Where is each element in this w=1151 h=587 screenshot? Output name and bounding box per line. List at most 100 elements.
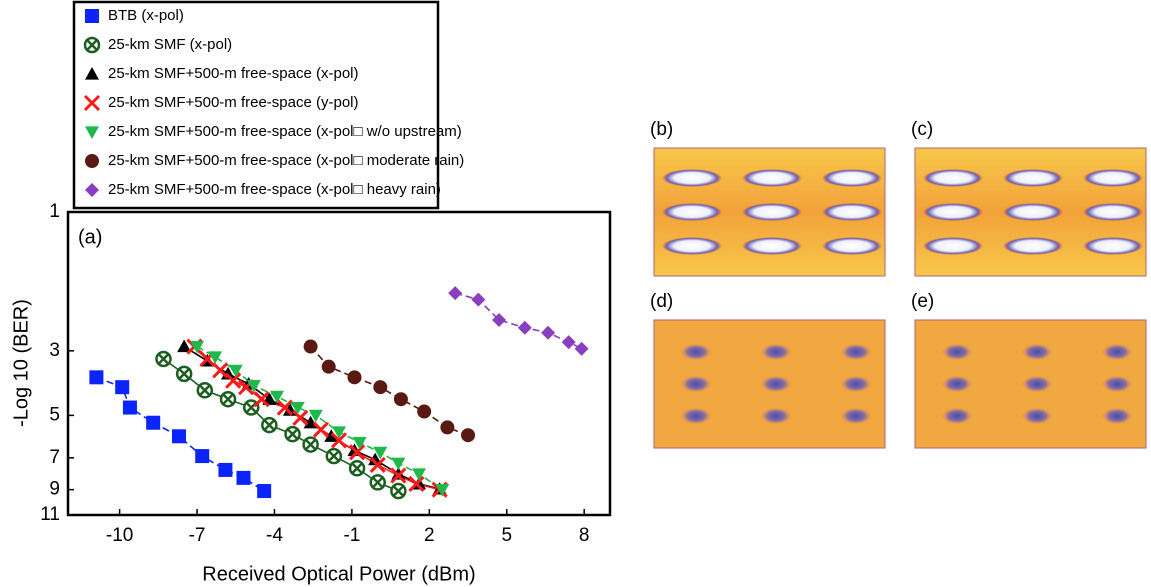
marker	[172, 429, 186, 443]
eye-opening	[760, 375, 792, 393]
eye-opening	[822, 169, 882, 187]
marker	[417, 405, 431, 419]
eye-opening	[1021, 343, 1053, 361]
legend-label: 25-km SMF+500-m free-space (x-pol□ w/o u…	[108, 123, 462, 140]
figure: (a) Received Optical Power (dBm) -Log 10…	[0, 0, 1151, 587]
marker	[461, 428, 475, 442]
marker	[221, 392, 235, 406]
marker	[391, 484, 405, 498]
marker	[257, 484, 271, 498]
eye-opening	[1003, 169, 1063, 187]
eye-opening	[662, 169, 722, 187]
marker	[575, 342, 589, 356]
eye-opening	[742, 203, 802, 221]
eye-opening	[923, 237, 983, 255]
marker	[286, 427, 300, 441]
eye-opening	[1101, 407, 1133, 425]
marker	[518, 321, 532, 335]
legend-marker	[85, 154, 99, 168]
marker	[322, 360, 336, 374]
marker	[115, 380, 129, 394]
eye-opening	[1021, 407, 1053, 425]
marker	[350, 461, 364, 475]
marker	[314, 423, 328, 437]
marker	[156, 352, 170, 366]
marker	[448, 286, 462, 300]
marker	[394, 392, 408, 406]
panel-label: (c)	[911, 119, 933, 140]
x-tick-label: -10	[106, 525, 133, 546]
x-axis-label: Received Optical Power (dBm)	[202, 563, 475, 585]
marker	[371, 475, 385, 489]
eye-opening	[822, 203, 882, 221]
marker	[195, 449, 209, 463]
y-tick-label: 5	[49, 404, 60, 425]
marker	[347, 370, 361, 384]
marker	[471, 293, 485, 307]
eye-opening	[1083, 169, 1143, 187]
eye-opening	[1003, 203, 1063, 221]
marker	[293, 411, 307, 425]
marker	[541, 326, 555, 340]
legend-label: 25-km SMF+500-m free-space (x-pol□ moder…	[108, 152, 464, 169]
marker	[412, 468, 426, 481]
marker	[146, 416, 160, 430]
eye-opening	[1021, 375, 1053, 393]
panel-label: (d)	[650, 291, 673, 312]
y-tick-label: 3	[49, 340, 60, 361]
eye-opening	[840, 407, 872, 425]
marker	[304, 340, 318, 354]
eye-opening	[840, 343, 872, 361]
eye-opening	[941, 343, 973, 361]
legend-marker	[85, 38, 99, 52]
eye-opening	[1003, 237, 1063, 255]
x-tick-label: -7	[189, 525, 206, 546]
legend-label: 25-km SMF+500-m free-space (x-pol)	[108, 65, 359, 82]
eye-opening	[1083, 237, 1143, 255]
eye-opening	[1083, 203, 1143, 221]
marker	[218, 463, 232, 477]
marker	[123, 401, 137, 415]
eye-opening	[662, 203, 722, 221]
eye-diagrams: (b) (c) (d) (e)	[650, 119, 1146, 448]
eye-opening	[941, 375, 973, 393]
x-tick-label: 5	[501, 525, 512, 546]
marker	[262, 418, 276, 432]
legend-label: 25-km SMF+500-m free-space (y-pol)	[108, 94, 359, 111]
legend-marker	[85, 9, 99, 23]
eye-opening	[742, 169, 802, 187]
legend-label: 25-km SMF (x-pol)	[108, 36, 232, 53]
marker	[89, 370, 103, 384]
y-tick-label: 9	[49, 479, 60, 500]
panel-label: (b)	[650, 119, 673, 140]
y-axis-label: -Log 10 (BER)	[10, 299, 32, 427]
eye-opening	[923, 203, 983, 221]
legend-label: BTB (x-pol)	[108, 7, 184, 24]
eye-opening	[760, 407, 792, 425]
eye-opening	[662, 237, 722, 255]
y-tick-label: 7	[49, 447, 60, 468]
eye-opening	[1101, 343, 1133, 361]
eye-opening	[822, 237, 882, 255]
marker	[177, 367, 191, 381]
marker	[373, 380, 387, 394]
x-tick-label: 8	[579, 525, 590, 546]
eye-opening	[680, 375, 712, 393]
x-tick-label: -4	[266, 525, 283, 546]
marker	[391, 458, 405, 471]
marker	[198, 383, 212, 397]
eye-opening	[1101, 375, 1133, 393]
panel-label: (e)	[911, 291, 934, 312]
eye-opening	[923, 169, 983, 187]
x-tick-label: -1	[343, 525, 360, 546]
eye-opening	[840, 375, 872, 393]
page: {"chart_data": { "type": "line", "xlabel…	[0, 0, 1151, 587]
eye-opening	[680, 343, 712, 361]
y-tick-label: 11	[40, 504, 60, 525]
panel-annotation: (a)	[78, 226, 102, 248]
marker	[562, 335, 576, 349]
legend-label: 25-km SMF+500-m free-space (x-pol□ heavy…	[108, 181, 441, 198]
marker	[327, 449, 341, 463]
marker	[237, 471, 251, 485]
plot-frame	[68, 212, 610, 515]
